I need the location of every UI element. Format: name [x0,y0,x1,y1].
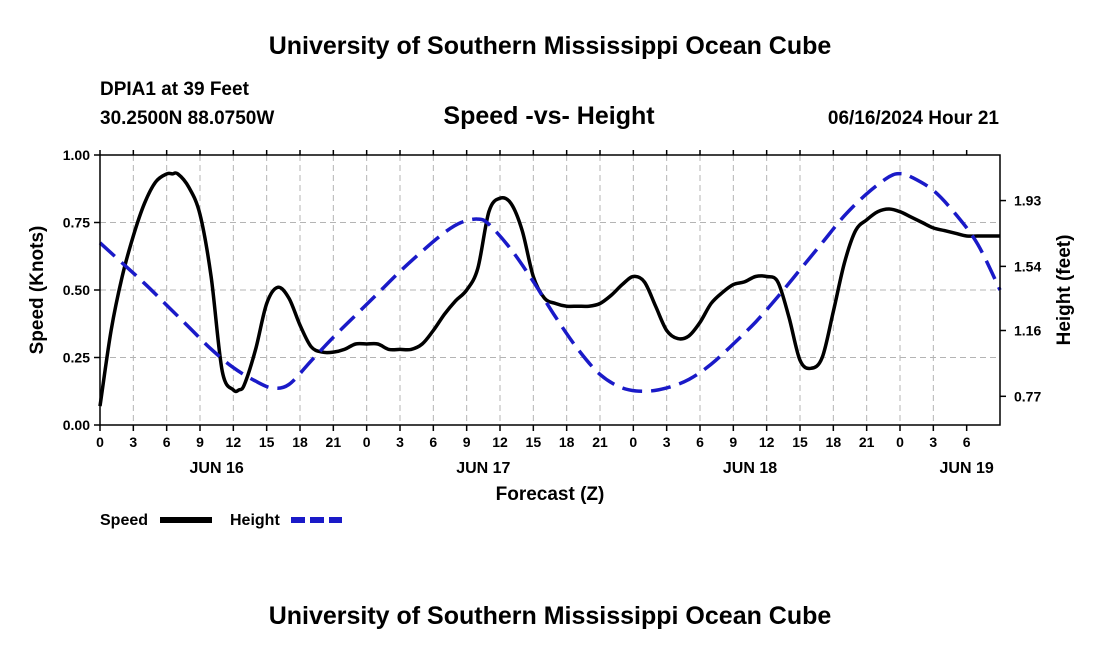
x-tick-label: 12 [759,434,775,450]
x-tick-label: 18 [292,434,308,450]
x-tick-label: 3 [396,434,404,450]
x-tick-label: 12 [226,434,242,450]
tick-layer: 0 3 6 9 12 15 18 21 0 3 6 9 12 15 18 21 0 3 6 9 12 15 18 21 0 3 6 0… [63,147,1042,477]
date-label: JUN 18 [723,460,777,477]
y-right-tick-label: 0.77 [1014,388,1041,404]
x-tick-label: 0 [363,434,371,450]
x-tick-label: 9 [196,434,204,450]
x-tick-label: 15 [259,434,275,450]
x-tick-label: 9 [729,434,737,450]
x-tick-label: 3 [663,434,671,450]
legend: Speed Height [100,512,342,529]
y-left-tick-label: 1.00 [63,147,90,163]
series-speed-line [98,171,1000,407]
x-tick-label: 21 [592,434,608,450]
date-label: JUN 19 [940,460,994,477]
page-title: University of Southern Mississippi Ocean… [269,32,832,60]
date-label: JUN 17 [456,460,510,477]
footer-title: University of Southern Mississippi Ocean… [269,602,832,630]
y-left-tick-label: 0.00 [63,417,90,433]
x-tick-label: 12 [492,434,508,450]
y-axis-right-label: Height (feet) [1054,235,1075,346]
x-tick-label: 0 [96,434,104,450]
series-height-line [98,171,1002,394]
y-right-tick-label: 1.16 [1014,323,1041,339]
x-tick-label: 15 [526,434,542,450]
date-label: JUN 16 [190,460,244,477]
x-tick-label: 15 [792,434,808,450]
x-tick-label: 6 [429,434,437,450]
legend-height-label: Height [230,512,280,529]
x-tick-label: 6 [163,434,171,450]
x-tick-label: 6 [696,434,704,450]
x-tick-label: 3 [129,434,137,450]
y-left-tick-label: 0.25 [63,350,90,366]
station-coords: 30.2500N 88.0750W [100,108,274,129]
x-tick-label: 21 [859,434,875,450]
x-tick-label: 18 [559,434,575,450]
chart-title: Speed -vs- Height [443,102,655,130]
legend-speed-label: Speed [100,512,148,529]
x-tick-label: 0 [896,434,904,450]
y-left-tick-label: 0.50 [63,282,90,298]
forecast-timestamp: 06/16/2024 Hour 21 [828,108,1000,129]
x-tick-label: 18 [826,434,842,450]
x-tick-label: 6 [963,434,971,450]
y-right-tick-label: 1.93 [1014,193,1041,209]
y-right-tick-label: 1.54 [1014,258,1041,274]
y-axis-left-label: Speed (Knots) [27,226,48,355]
x-axis-label: Forecast (Z) [496,484,605,505]
series-layer [98,171,1002,407]
x-tick-label: 0 [629,434,637,450]
x-tick-label: 3 [929,434,937,450]
y-left-tick-label: 0.75 [63,215,90,231]
station-label: DPIA1 at 39 Feet [100,79,250,100]
x-tick-label: 9 [463,434,471,450]
x-tick-label: 21 [326,434,342,450]
